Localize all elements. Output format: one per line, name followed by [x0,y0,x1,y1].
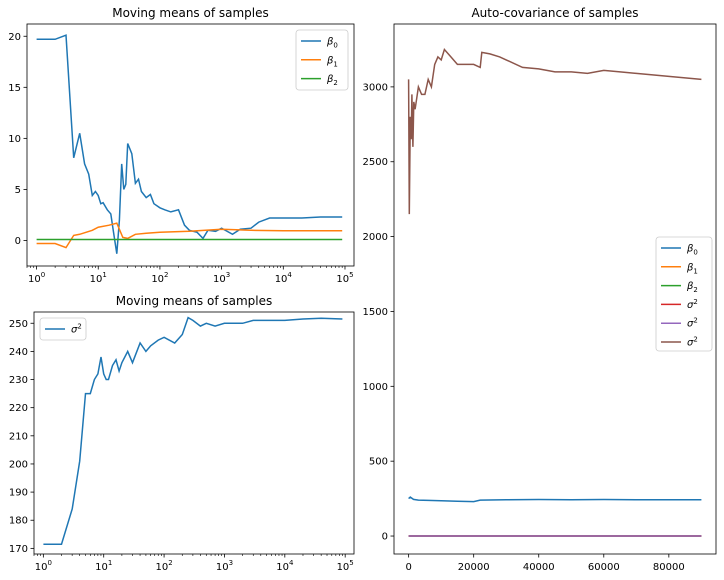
y-tick-label: 2000 [363,232,388,243]
y-tick-label: 1500 [363,307,388,318]
legend: β0 β1 β2 [295,29,349,91]
x-tick-label: 104 [276,559,294,573]
x-tick-label: 0 [405,562,411,573]
x-tick-label: 100 [35,559,52,573]
x-tick-label: 40000 [523,562,555,573]
x-tick-label: 102 [155,559,172,573]
x-tick-label: 100 [28,271,45,285]
y-tick-label: 250 [9,319,28,330]
legend-label: β2 [326,74,338,87]
y-tick-label: 20 [8,32,21,43]
y-tick-label: 230 [9,375,28,386]
legend-label: σ2 [71,323,82,336]
series-line-1 [43,316,343,545]
legend: σ2 [39,317,87,341]
legend: β0 β1 β2 σ2 σ2 σ2 [655,236,713,352]
axes-frame [393,23,717,555]
x-tick-label: 60000 [588,562,620,573]
x-tick-label: 104 [275,271,293,285]
x-tick-label: 103 [216,559,233,573]
legend-label: σ2 [687,298,698,311]
y-tick-label: 10 [8,134,21,145]
chart-panel-2: Moving means of samples 100 101 102 103 104 10… [9,294,355,573]
y-tick-label: 180 [9,516,28,527]
x-tick-label: 105 [336,271,353,285]
legend-label: β1 [686,262,698,275]
x-tick-label: 101 [90,271,107,285]
x-tick-label: 101 [95,559,112,573]
chart-title: Auto-covariance of samples [471,6,638,20]
y-tick-label: 1000 [363,382,388,393]
y-tick-label: 170 [9,544,28,555]
y-tick-label: 3000 [363,82,388,93]
x-tick-label: 103 [213,271,230,285]
y-tick-label: 15 [8,83,21,94]
axes-frame [26,23,355,267]
series-line-6 [407,47,702,215]
legend-box [295,29,349,91]
legend-label: β1 [326,55,338,68]
y-tick-label: 190 [9,488,28,499]
y-tick-label: 220 [9,403,28,414]
series-line-1 [408,496,702,503]
legend-label: σ2 [687,317,698,330]
x-tick-label: 80000 [653,562,685,573]
y-tick-label: 5 [15,185,21,196]
series-line-2 [36,222,343,249]
y-tick-label: 200 [9,459,28,470]
legend-label: β2 [686,281,698,294]
series-line-1 [36,34,343,254]
legend-label: β0 [326,37,338,50]
y-tick-label: 2500 [363,157,388,168]
x-tick-label: 102 [151,271,168,285]
x-tick-label: 20000 [458,562,490,573]
chart-title: Moving means of samples [116,294,273,308]
y-tick-label: 0 [15,236,21,247]
legend-label: β0 [686,244,698,257]
y-tick-label: 210 [9,431,28,442]
y-tick-label: 0 [382,532,388,543]
y-tick-label: 500 [369,457,388,468]
y-tick-label: 240 [9,347,28,358]
x-tick-label: 105 [337,559,354,573]
chart-title: Moving means of samples [112,6,269,20]
axes-frame [33,311,355,555]
legend-box [655,236,713,352]
legend-label: σ2 [687,336,698,349]
